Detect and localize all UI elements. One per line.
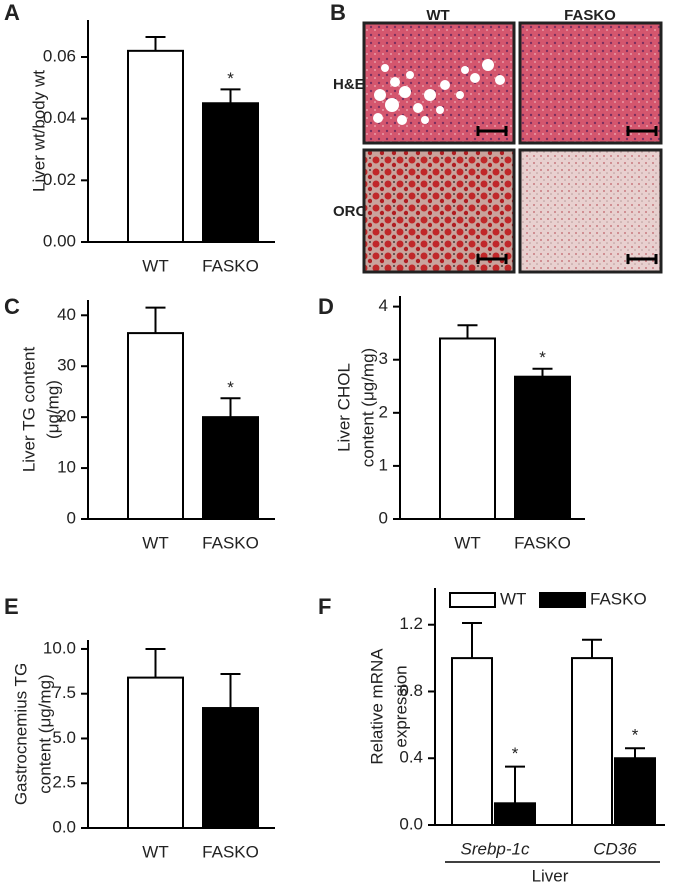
significance: * (632, 726, 639, 745)
y-axis-label: Gastrocnemius TG (11, 663, 30, 805)
micrograph (518, 21, 663, 145)
y-tick-label: 0.8 (399, 681, 423, 700)
error-bar (582, 638, 602, 659)
panel-b: B WT FASKO H&E ORO (330, 0, 663, 274)
x-tick-label: FASKO (202, 533, 259, 552)
error-bar (505, 765, 525, 804)
bar (202, 707, 259, 829)
legend-swatch (449, 592, 496, 608)
error-bar (220, 673, 241, 709)
y-tick-label: 30 (57, 356, 76, 375)
x-tick-label: WT (142, 533, 168, 552)
error-bar (457, 324, 478, 339)
x-tick-label: FASKO (202, 256, 259, 275)
y-tick-label: 10 (57, 458, 76, 477)
legend-label: FASKO (590, 589, 647, 608)
y-axis-label: expression (391, 665, 410, 747)
bar (494, 802, 536, 826)
micrograph (362, 21, 516, 145)
y-tick-label: 0.06 (43, 46, 76, 65)
bar (127, 676, 184, 829)
y-tick-label: 1.2 (399, 614, 423, 633)
panel-label: A (4, 0, 20, 25)
bar (202, 416, 259, 520)
y-tick-label: 3 (379, 349, 388, 368)
y-axis-label: Liver wt/body wt (29, 70, 48, 192)
bar (127, 49, 184, 244)
y-tick-label: 0 (67, 508, 76, 527)
legend-swatch (539, 592, 586, 608)
error-bar (220, 397, 241, 418)
error-bar (532, 367, 553, 377)
significance: * (227, 378, 234, 397)
y-tick-label: 7.5 (52, 683, 76, 702)
legend-label: WT (500, 589, 526, 608)
significance: * (512, 744, 519, 763)
significance: * (539, 348, 546, 367)
y-tick-label: 20 (57, 407, 76, 426)
panel-label: F (318, 594, 331, 619)
y-tick-label: 2.5 (52, 773, 76, 792)
bar (614, 757, 656, 827)
panel-label: B (330, 0, 346, 25)
micrograph (518, 148, 663, 274)
x-tick-label: Srebp-1c (461, 839, 530, 858)
bar (451, 657, 493, 826)
x-axis-label: Liver (532, 866, 569, 885)
y-tick-label: 0.0 (399, 814, 423, 833)
column-label: FASKO (564, 7, 616, 24)
panel-label: E (4, 594, 19, 619)
y-tick-label: 4 (379, 296, 388, 315)
y-tick-label: 0.00 (43, 231, 76, 250)
bar (439, 337, 496, 520)
row-label: ORO (333, 203, 368, 220)
bar (514, 375, 571, 521)
y-tick-label: 5.0 (52, 728, 76, 747)
panel-label: D (318, 294, 334, 319)
x-tick-label: WT (454, 533, 480, 552)
y-tick-label: 0 (379, 508, 388, 527)
y-tick-label: 1 (379, 455, 388, 474)
bar (571, 657, 613, 826)
y-axis-label: Relative mRNA (367, 648, 386, 765)
column-label: WT (426, 7, 449, 24)
y-tick-label: 0.4 (399, 748, 423, 767)
x-tick-label: FASKO (202, 842, 259, 861)
y-axis-label: Liver TG content (19, 347, 38, 473)
x-tick-label: CD36 (593, 839, 637, 858)
y-axis-label: Liver CHOL (334, 363, 353, 452)
y-tick-label: 0.02 (43, 170, 76, 189)
bar (127, 332, 184, 520)
error-bar (145, 306, 166, 334)
error-bar (462, 622, 482, 659)
y-tick-label: 40 (57, 305, 76, 324)
y-tick-label: 2 (379, 402, 388, 421)
y-tick-label: 0.0 (52, 817, 76, 836)
y-axis-label: content (μg/mg) (35, 674, 54, 793)
panel-label: C (4, 294, 20, 319)
lipid-droplets (373, 59, 505, 125)
x-tick-label: FASKO (514, 533, 571, 552)
y-tick-label: 0.04 (43, 108, 76, 127)
row-label: H&E (333, 76, 365, 93)
significance: * (227, 69, 234, 88)
y-axis-label: (μg/mg) (43, 380, 62, 439)
y-axis-label: content (μg/mg) (358, 348, 377, 467)
micrograph (362, 148, 516, 274)
y-tick-label: 10.0 (43, 638, 76, 657)
error-bar (145, 35, 166, 51)
x-tick-label: WT (142, 256, 168, 275)
bar (202, 102, 259, 243)
x-tick-label: WT (142, 842, 168, 861)
error-bar (220, 88, 241, 104)
error-bar (145, 647, 166, 678)
scale-bars (476, 126, 658, 264)
error-bar (625, 747, 645, 759)
